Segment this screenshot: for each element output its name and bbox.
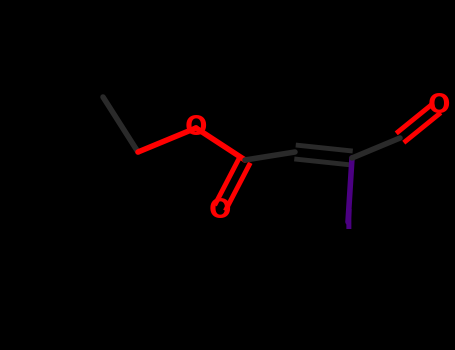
Text: O: O: [428, 93, 450, 119]
Text: O: O: [209, 198, 231, 224]
Text: O: O: [185, 115, 207, 141]
Text: I: I: [343, 209, 353, 235]
